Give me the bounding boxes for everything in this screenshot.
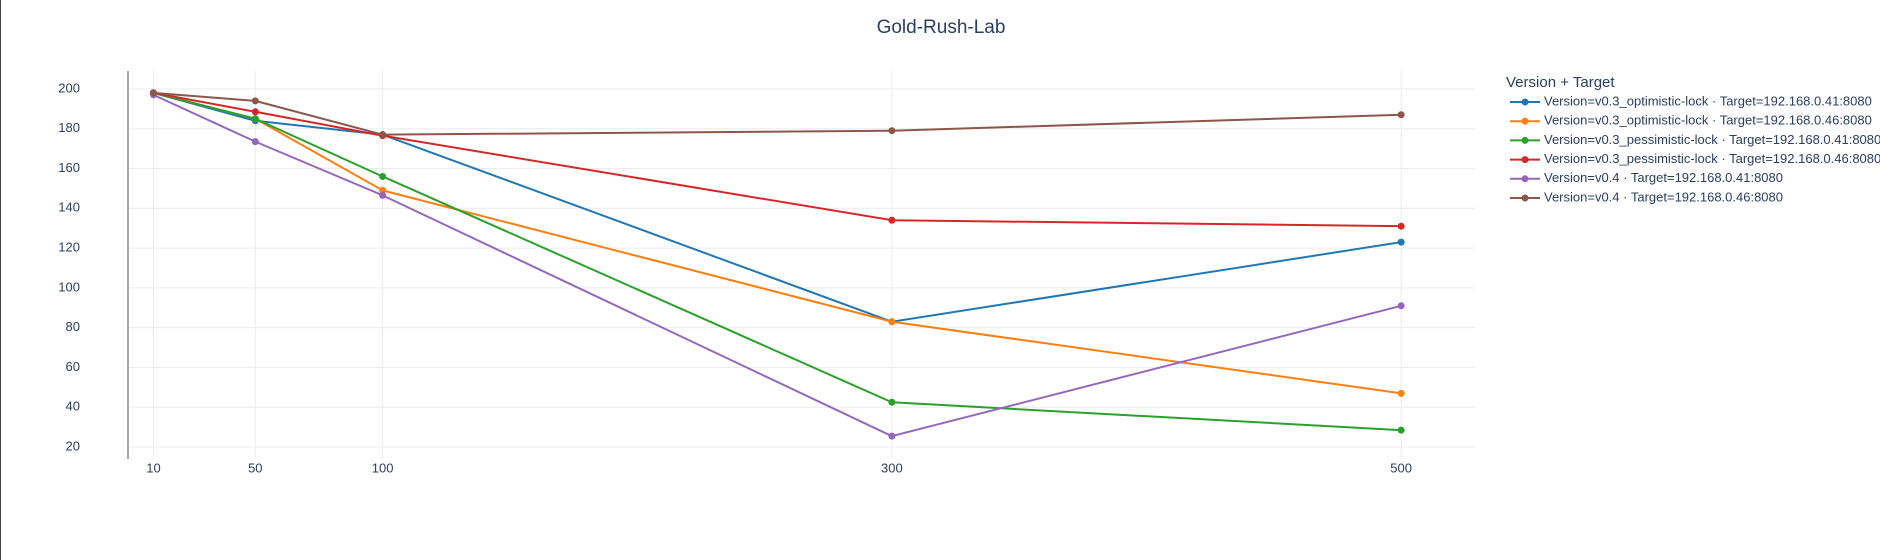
data-point — [379, 172, 387, 180]
data-point — [251, 108, 259, 116]
legend-marker — [1521, 156, 1529, 164]
data-point — [888, 127, 896, 135]
legend-marker — [1521, 117, 1529, 125]
data-point — [888, 318, 896, 326]
data-point — [1397, 111, 1405, 119]
data-point — [1397, 238, 1405, 246]
y-tick-label: 160 — [58, 160, 80, 175]
data-point — [251, 115, 259, 123]
series-line — [153, 93, 1402, 438]
legend-label: Version=v0.4 · Target=192.168.0.46:8080 — [1544, 189, 1783, 204]
legend-label: Version=v0.3_optimistic-lock · Target=19… — [1544, 93, 1872, 108]
y-tick-label: 20 — [66, 438, 80, 453]
data-point — [1397, 426, 1405, 434]
data-point — [888, 398, 896, 406]
y-tick-label: 100 — [58, 279, 80, 294]
legend-label: Version=v0.4 · Target=192.168.0.41:8080 — [1544, 170, 1783, 185]
series-line — [153, 91, 1402, 432]
data-point — [379, 131, 387, 139]
x-tick-label: 100 — [372, 460, 394, 475]
legend-marker — [1521, 136, 1529, 144]
legend-marker — [1521, 194, 1529, 202]
x-tick-label: 500 — [1390, 460, 1412, 475]
data-point — [888, 432, 896, 440]
data-point — [251, 97, 259, 105]
legend-label: Version=v0.3_pessimistic-lock · Target=1… — [1544, 151, 1880, 166]
data-point — [1397, 222, 1405, 230]
x-tick-label: 10 — [146, 460, 160, 475]
data-point — [251, 138, 259, 146]
data-point — [1397, 302, 1405, 310]
y-tick-label: 120 — [58, 240, 80, 255]
x-tick-label: 50 — [248, 460, 262, 475]
y-tick-label: 140 — [58, 200, 80, 215]
legend-marker — [1521, 175, 1529, 183]
data-point — [1397, 389, 1405, 397]
y-tick-label: 80 — [66, 319, 80, 334]
chart-title: Gold-Rush-Lab — [877, 17, 1006, 38]
y-tick-label: 200 — [58, 80, 80, 95]
legend-label: Version=v0.3_pessimistic-lock · Target=1… — [1544, 132, 1880, 147]
x-tick-label: 300 — [881, 460, 903, 475]
y-tick-label: 60 — [66, 359, 80, 374]
legend-marker — [1521, 98, 1529, 106]
legend-label: Version=v0.3_optimistic-lock · Target=19… — [1544, 113, 1872, 128]
y-tick-label: 40 — [66, 399, 80, 414]
data-point — [379, 191, 387, 199]
data-point — [888, 216, 896, 224]
legend-title: Version + Target — [1506, 74, 1615, 91]
series-line — [153, 91, 1402, 228]
y-tick-label: 180 — [58, 120, 80, 135]
data-point — [149, 89, 157, 97]
series-line — [153, 91, 1402, 395]
data-point — [379, 186, 387, 194]
